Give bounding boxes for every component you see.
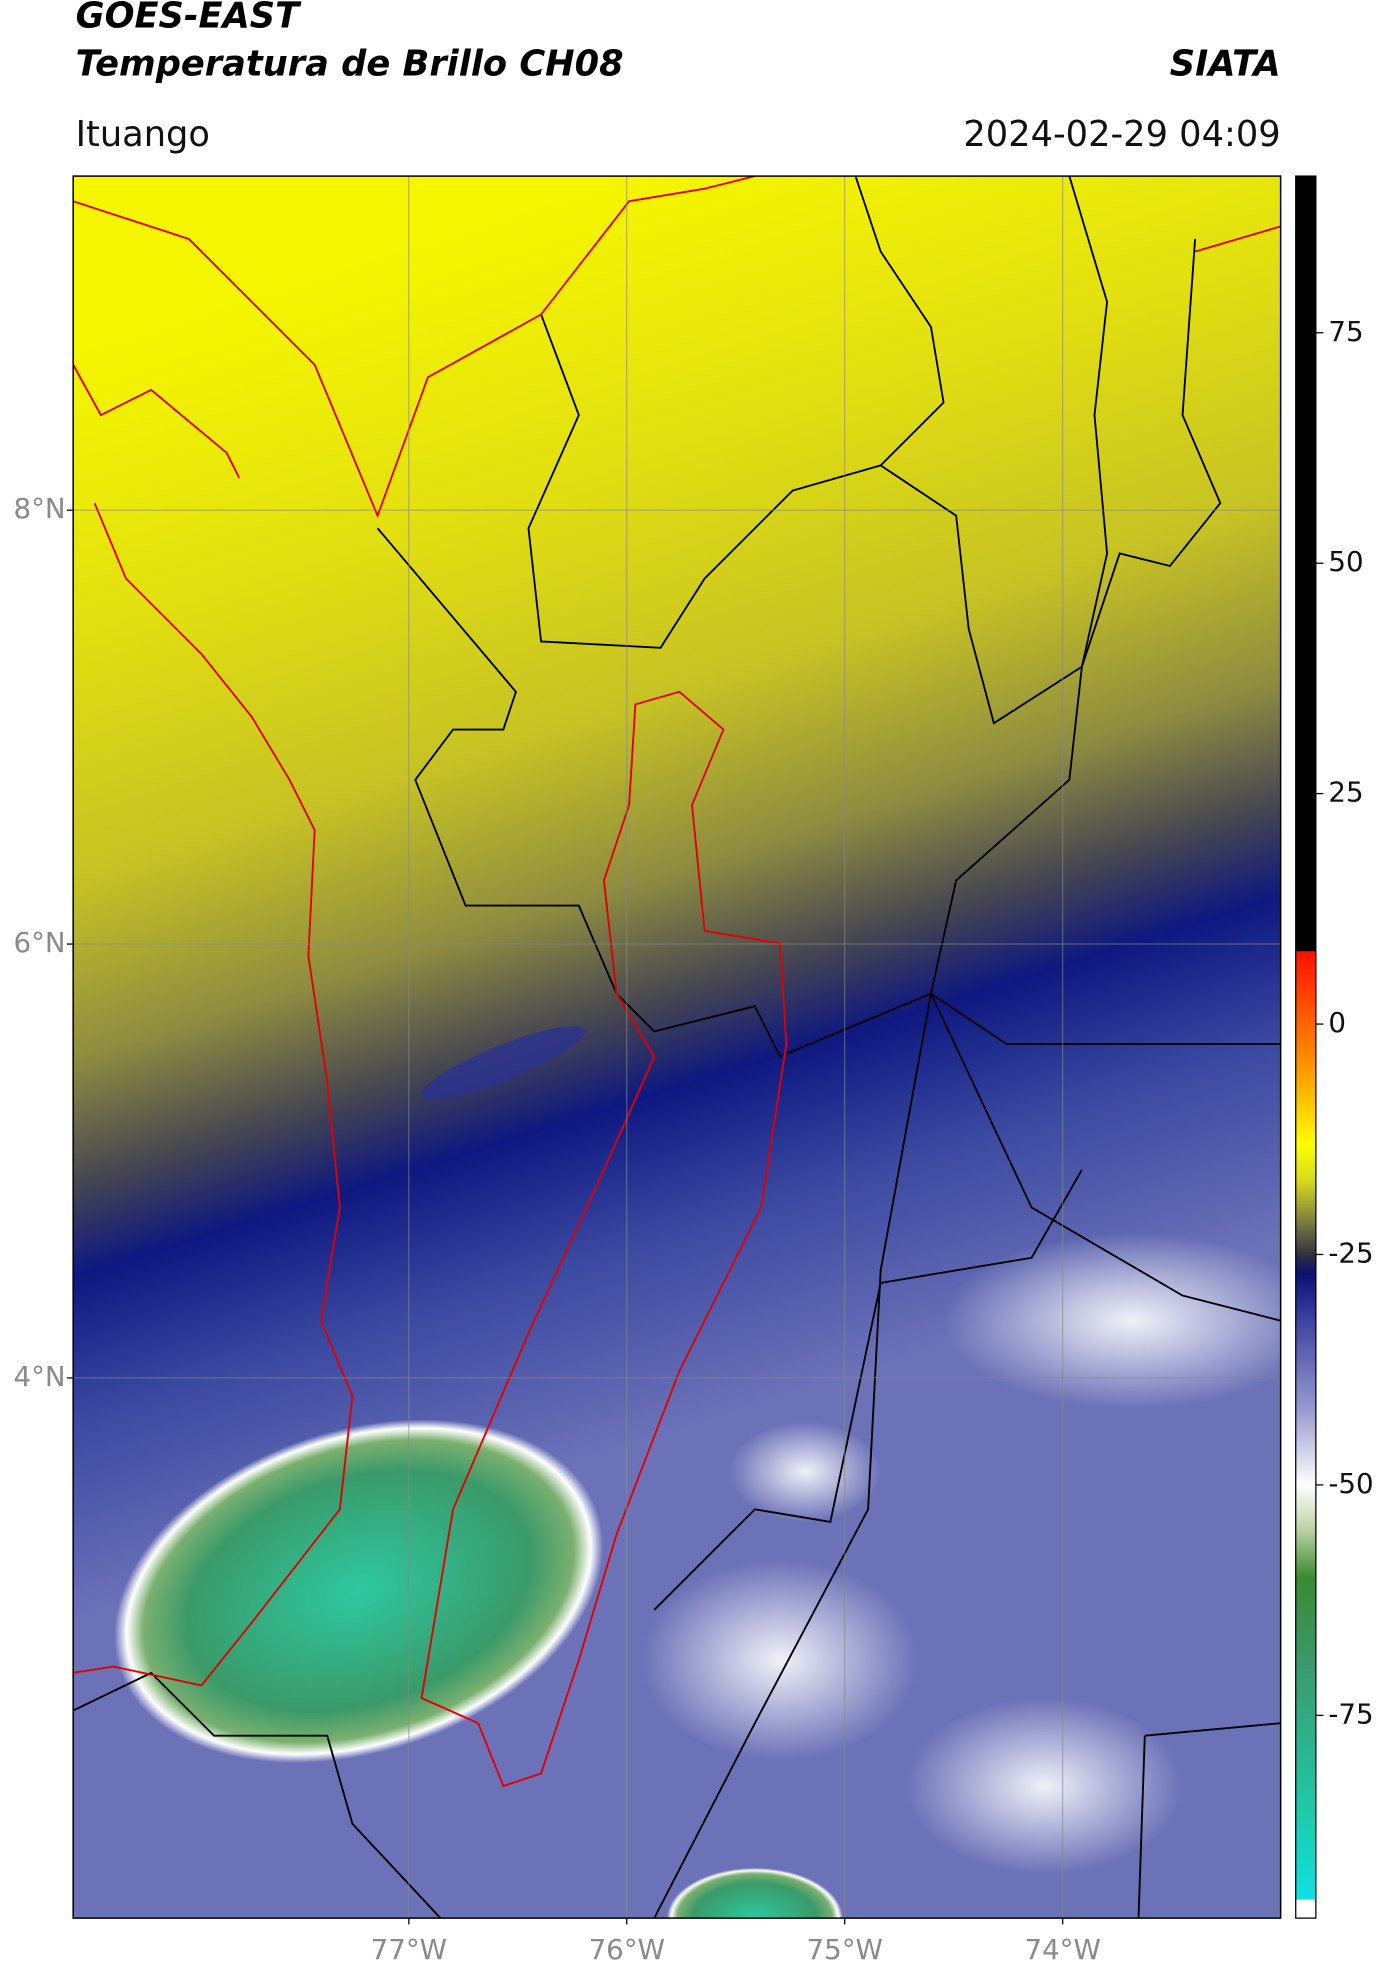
colorbar-segment [1295, 1530, 1316, 1578]
graticule [66, 176, 1281, 1925]
cloud-cell [943, 1232, 1281, 1409]
convective-core [114, 1419, 604, 1763]
map-image [73, 176, 1281, 1919]
map-frame [72, 175, 1282, 1919]
cloud-cell [729, 1421, 881, 1522]
colorbar-tick-label: -25 [1328, 1236, 1373, 1269]
colorbar-segment [1295, 1254, 1316, 1274]
subtitle: Temperatura de Brillo CH08 [76, 43, 624, 84]
colorbar-tick-label: 0 [1328, 1006, 1346, 1039]
colorbar-segment [1295, 1669, 1316, 1809]
cloud-cell [905, 1698, 1183, 1875]
convective-core [666, 1867, 843, 1919]
colorbar-segment [1295, 1226, 1316, 1256]
colorbar [1295, 176, 1324, 1919]
cloud-cell [641, 1559, 919, 1761]
location: Ituango [76, 114, 210, 155]
lon-label: 76°W [589, 1933, 665, 1966]
colorbar-segment [1295, 1319, 1316, 1412]
colorbar-segment [1295, 1143, 1316, 1182]
colorbar-tick-label: 50 [1328, 545, 1363, 578]
colorbar-segment [1295, 1577, 1316, 1670]
boundaries [73, 176, 1281, 1919]
colorbar-segment [1295, 1899, 1316, 1919]
colorbar-segment [1295, 176, 1316, 951]
colorbar-segment [1295, 1070, 1316, 1145]
colorbar-tick-label: 75 [1328, 315, 1363, 348]
lat-label: 4°N [14, 1360, 66, 1393]
lon-label: 74°W [1024, 1933, 1100, 1966]
coastline-and-basin [73, 176, 1281, 1788]
lon-label: 77°W [371, 1933, 447, 1966]
colorbar-tick-label: 25 [1328, 776, 1363, 809]
colorbar-segment [1295, 951, 1316, 1071]
title: GOES-EAST [76, 0, 302, 37]
colorbar-frame [1295, 175, 1317, 1919]
lon-label: 75°W [807, 1933, 883, 1966]
datetime: 2024-02-29 04:09 [963, 114, 1280, 155]
colorbar-segment [1295, 1484, 1316, 1532]
colorbar-tick-label: -75 [1328, 1697, 1373, 1730]
colorbar-segment [1295, 1898, 1316, 1901]
lat-label: 6°N [14, 926, 66, 959]
colorbar-segment [1295, 1411, 1316, 1486]
cold-streak [421, 1026, 586, 1100]
lat-label: 8°N [14, 492, 66, 525]
colorbar-segment [1295, 1807, 1316, 1900]
source: SIATA [1170, 43, 1281, 84]
colorbar-segment [1295, 1180, 1316, 1228]
colorbar-segment [1295, 1272, 1316, 1320]
colorbar-segment [1295, 950, 1316, 952]
colorbar-tick-label: -50 [1328, 1467, 1373, 1500]
